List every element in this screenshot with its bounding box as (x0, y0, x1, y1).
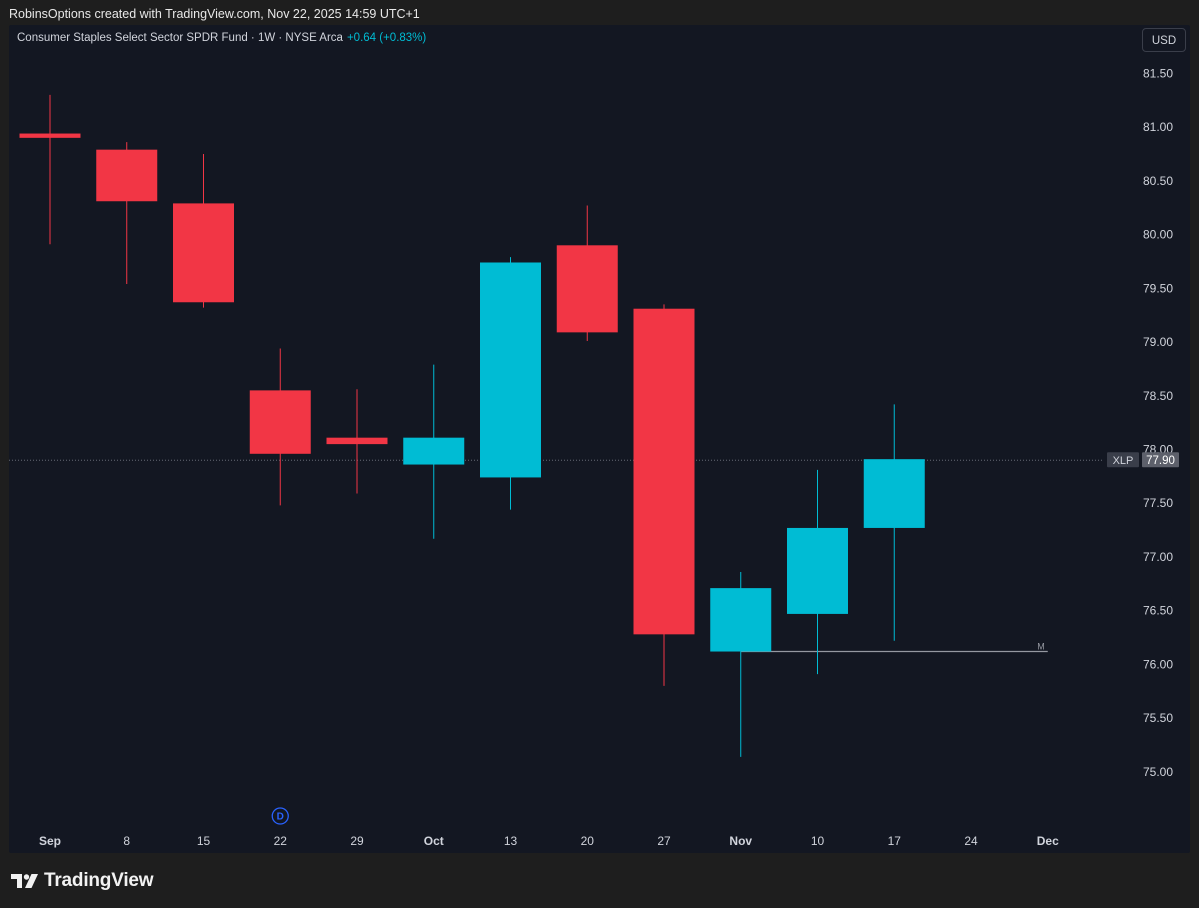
x-tick-label: 15 (197, 834, 211, 848)
x-tick-label: 22 (274, 834, 288, 848)
symbol-description: Consumer Staples Select Sector SPDR Fund… (17, 32, 343, 44)
brand-name: TradingView (44, 870, 154, 891)
y-tick-label: 79.50 (1143, 281, 1173, 295)
x-tick-label: 24 (964, 834, 978, 848)
candle (480, 257, 541, 510)
tradingview-logo-icon (11, 873, 38, 888)
x-tick-label: 29 (350, 834, 364, 848)
candle-body (173, 203, 234, 303)
candle (787, 469, 848, 675)
dividend-marker-icon (271, 807, 289, 825)
last-price-label: 77.90 (1146, 455, 1175, 467)
y-tick-label: 75.50 (1143, 711, 1173, 725)
x-tick-label: 27 (657, 834, 671, 848)
candle (326, 389, 388, 494)
y-tick-label: 78.50 (1143, 389, 1173, 403)
y-tick-label: 80.00 (1143, 228, 1173, 242)
candlestick-chart[interactable]: 75.0075.5076.0076.5077.0077.5078.0078.50… (9, 25, 1190, 853)
dividend-marker-label: D (277, 812, 284, 823)
x-tick-label: 13 (504, 834, 518, 848)
y-tick-label: 81.50 (1143, 66, 1173, 80)
candle-body (480, 262, 541, 478)
candle (710, 572, 772, 757)
y-tick-label: 77.00 (1143, 550, 1173, 564)
candle-body (710, 588, 772, 652)
x-tick-label: Oct (424, 834, 444, 848)
candle (19, 94, 81, 245)
candle (863, 404, 925, 641)
candle-body (863, 459, 925, 528)
candle-body (403, 437, 465, 465)
candle-body (787, 527, 848, 614)
last-price-badge (1142, 452, 1179, 468)
x-tick-label: 20 (581, 834, 595, 848)
candle (556, 205, 618, 341)
candle (403, 364, 465, 539)
candle (173, 153, 234, 308)
candle-body (633, 308, 695, 635)
candle-body (326, 437, 388, 445)
currency-button[interactable]: USD (1142, 28, 1186, 52)
y-tick-label: 80.50 (1143, 174, 1173, 188)
y-tick-label: 79.00 (1143, 335, 1173, 349)
x-tick-label: Sep (39, 834, 61, 848)
symbol-badge (1107, 452, 1139, 468)
y-tick-label: 76.50 (1143, 604, 1173, 618)
x-tick-label: Dec (1037, 834, 1059, 848)
x-tick-label: 17 (888, 834, 902, 848)
x-tick-label: 8 (123, 834, 130, 848)
candle (633, 304, 695, 686)
y-tick-label: 75.00 (1143, 765, 1173, 779)
candle-body (19, 133, 81, 138)
y-tick-label: 76.00 (1143, 657, 1173, 671)
chart-panel[interactable]: 75.00 75.50 76.00 76.50 77.00 77.50 78.00 78.50… (9, 25, 1190, 853)
candle-body (249, 390, 311, 454)
price-change: +0.64 (+0.83%) (346, 32, 427, 44)
symbol-legend: Consumer Staples Select Sector SPDR Fund… (17, 32, 426, 44)
symbol-badge-label: XLP (1113, 455, 1134, 467)
tradingview-brand: TradingView (11, 869, 154, 893)
x-tick-label: 10 (811, 834, 825, 848)
y-tick-label: 77.50 (1143, 496, 1173, 510)
horizontal-ray-label: M (1037, 642, 1045, 652)
x-tick-label: Nov (729, 834, 752, 848)
candle (96, 142, 158, 284)
candle-body (556, 245, 618, 333)
candle (249, 348, 311, 506)
chart-attribution: RobinsOptions created with TradingView.c… (9, 7, 420, 21)
candle-body (96, 149, 158, 202)
y-tick-label: 81.00 (1143, 120, 1173, 134)
